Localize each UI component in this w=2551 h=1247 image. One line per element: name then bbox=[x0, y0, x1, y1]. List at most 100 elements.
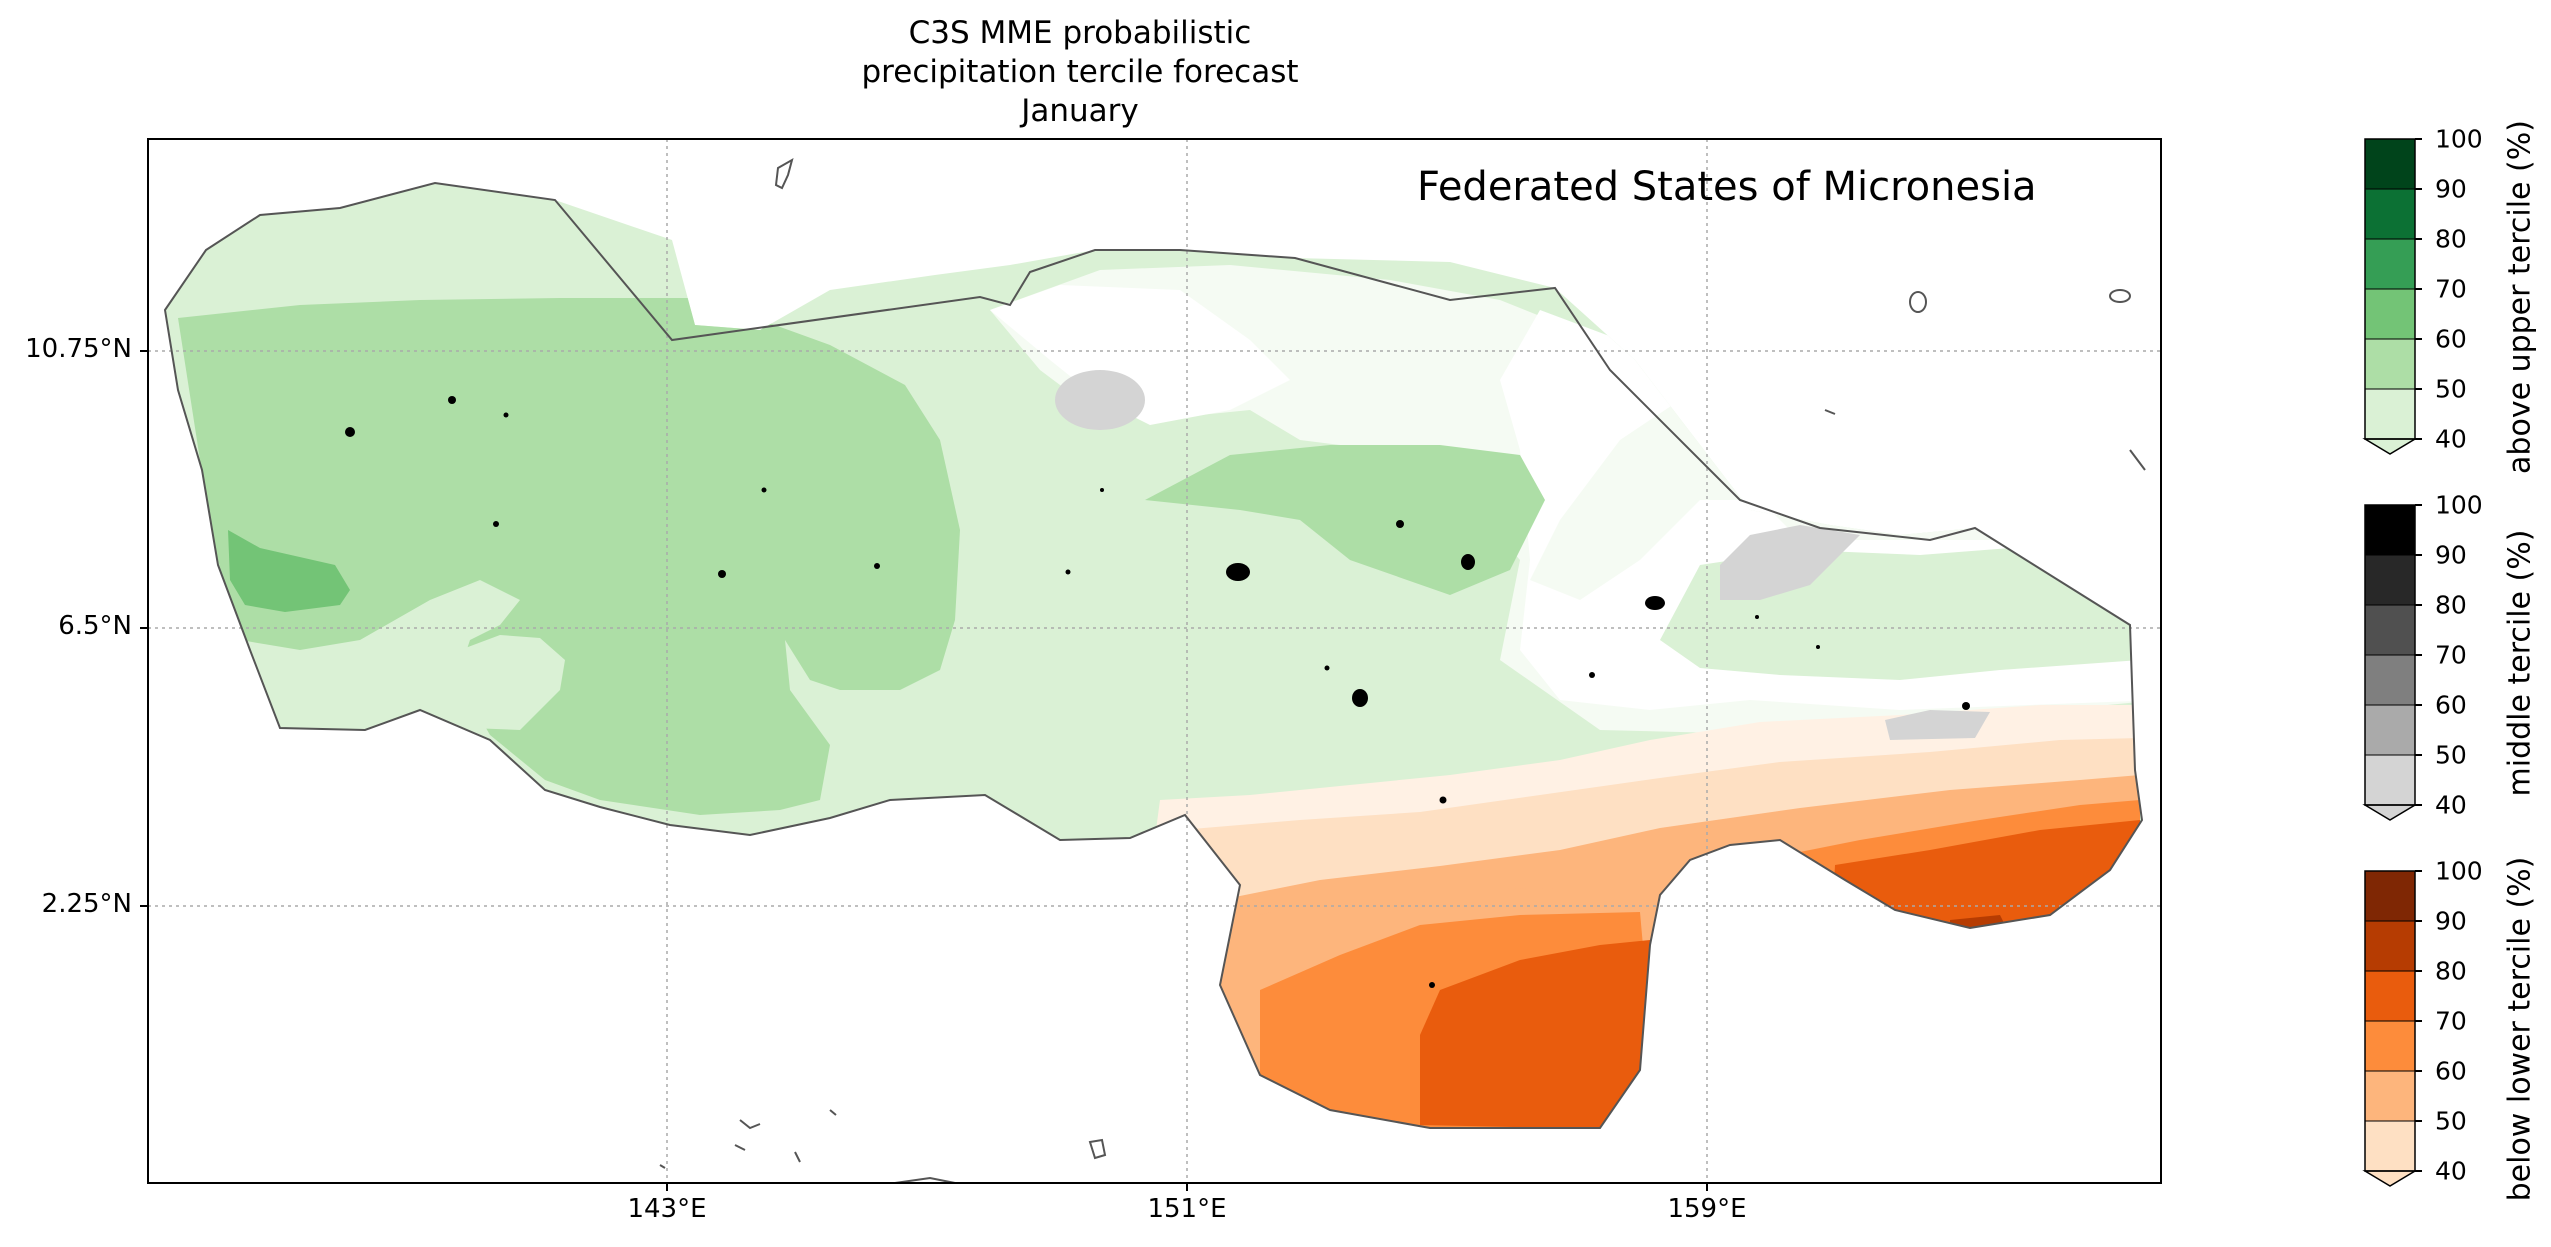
title-line-2: precipitation tercile forecast bbox=[861, 54, 1299, 90]
middle-40-50-patch-2 bbox=[1720, 525, 1860, 600]
gridlines bbox=[148, 139, 2161, 1183]
colorbar-tick-label: 100 bbox=[2435, 124, 2483, 154]
colorbar-segment bbox=[2364, 754, 2416, 806]
island bbox=[1461, 554, 1475, 570]
island-outline bbox=[1824, 409, 1836, 415]
colorbar-segment bbox=[2364, 504, 2416, 556]
island-outline bbox=[1088, 1138, 1107, 1160]
colorbar-title: above upper tercile (%) bbox=[2502, 120, 2538, 474]
island-outline bbox=[1909, 291, 1927, 313]
island bbox=[1100, 488, 1104, 492]
colorbar-segment bbox=[2364, 604, 2416, 656]
above-40-50-patch bbox=[455, 635, 565, 730]
colorbar-tick-label: 50 bbox=[2435, 374, 2467, 404]
colorbar-tick-label: 90 bbox=[2435, 906, 2467, 936]
y-tick-label-2-25n: 2.25°N bbox=[41, 889, 132, 919]
colorbar-segment bbox=[2364, 388, 2416, 440]
colorbar-extend-arrow bbox=[2362, 1170, 2418, 1187]
above-50-60-area-center bbox=[1145, 445, 1545, 595]
colorbar-title: below lower tercile (%) bbox=[2502, 856, 2538, 1202]
map-frame bbox=[147, 138, 2162, 1184]
chart-title: C3S MME probabilistic precipitation terc… bbox=[0, 14, 2160, 131]
colorbar-tick-label: 80 bbox=[2435, 224, 2467, 254]
colorbar-segment bbox=[2364, 188, 2416, 240]
y-tick-label-6-5n: 6.5°N bbox=[58, 611, 132, 641]
white-area-north bbox=[990, 285, 1290, 425]
colorbar-tick-label: 60 bbox=[2435, 324, 2467, 354]
colorbar-segment bbox=[2364, 288, 2416, 340]
island-outline bbox=[774, 157, 794, 190]
colorbar-segment bbox=[2364, 1120, 2416, 1172]
colorbar-segment bbox=[2364, 138, 2416, 190]
colorbar-segment bbox=[2364, 554, 2416, 606]
middle-40-50-patch-3 bbox=[1885, 710, 1990, 740]
colorbar-tick-label: 40 bbox=[2435, 790, 2467, 820]
x-tick-label-151e: 151°E bbox=[1147, 1194, 1227, 1224]
outside-islands bbox=[659, 157, 2146, 1184]
x-tick-label-159e: 159°E bbox=[1667, 1194, 1747, 1224]
colorbar-extend-arrow bbox=[2362, 438, 2418, 455]
island bbox=[874, 563, 880, 569]
colorbar-tick-label: 90 bbox=[2435, 174, 2467, 204]
colorbar-segment bbox=[2364, 920, 2416, 972]
island bbox=[1645, 596, 1665, 610]
colorbar-tick-label: 40 bbox=[2435, 1156, 2467, 1186]
colorbar-tick-label: 40 bbox=[2435, 424, 2467, 454]
island-outline bbox=[894, 1176, 956, 1184]
island bbox=[1226, 563, 1250, 581]
region-label: Federated States of Micronesia bbox=[1417, 164, 2037, 210]
island bbox=[1324, 665, 1330, 671]
island bbox=[1439, 796, 1447, 804]
island bbox=[503, 412, 509, 418]
island bbox=[1352, 689, 1368, 707]
colorbar-segment bbox=[2364, 870, 2416, 922]
colorbar-tick-label: 70 bbox=[2435, 640, 2467, 670]
colorbar-tick-label: 70 bbox=[2435, 274, 2467, 304]
island bbox=[1962, 702, 1970, 710]
x-tick-label-143e: 143°E bbox=[627, 1194, 707, 1224]
colorbar-segment bbox=[2364, 970, 2416, 1022]
island bbox=[1429, 982, 1435, 988]
above-60-70-area bbox=[228, 530, 350, 612]
colorbar-tick-label: 60 bbox=[2435, 690, 2467, 720]
island-outline bbox=[2129, 449, 2146, 471]
title-line-1: C3S MME probabilistic bbox=[908, 15, 1252, 51]
island bbox=[1589, 672, 1595, 678]
island bbox=[448, 396, 456, 404]
below-70-80-area-south bbox=[1420, 940, 1660, 1128]
colorbar-tick-label: 60 bbox=[2435, 1056, 2467, 1086]
island bbox=[1816, 645, 1820, 649]
island bbox=[1065, 569, 1071, 575]
middle-40-50-patch-1 bbox=[1055, 370, 1145, 430]
title-line-3: January bbox=[1021, 93, 1139, 129]
above-50-60-area bbox=[178, 298, 960, 815]
colorbars bbox=[2362, 138, 2422, 1187]
colorbar-tick-label: 100 bbox=[2435, 856, 2483, 886]
colorbar-tick-label: 80 bbox=[2435, 590, 2467, 620]
colorbar-title: middle tercile (%) bbox=[2502, 529, 2538, 797]
colorbar-segment bbox=[2364, 1070, 2416, 1122]
colorbar-segment bbox=[2364, 704, 2416, 756]
axis-ticks bbox=[140, 350, 1708, 1191]
island bbox=[1396, 520, 1404, 528]
colorbar-segment bbox=[2364, 654, 2416, 706]
colorbar-tick-label: 70 bbox=[2435, 1006, 2467, 1036]
colorbar-tick-label: 50 bbox=[2435, 1106, 2467, 1136]
region-boundary bbox=[163, 181, 2144, 1129]
island bbox=[345, 427, 355, 437]
colorbar-tick-label: 90 bbox=[2435, 540, 2467, 570]
island bbox=[761, 487, 767, 493]
island bbox=[1755, 615, 1759, 619]
colorbar-segment bbox=[2364, 338, 2416, 390]
island bbox=[493, 521, 499, 527]
islands bbox=[345, 396, 1970, 988]
colorbar-tick-label: 50 bbox=[2435, 740, 2467, 770]
island-outline bbox=[659, 1109, 837, 1169]
y-tick-label-10-75n: 10.75°N bbox=[25, 334, 132, 364]
colorbar-extend-arrow bbox=[2362, 804, 2418, 821]
colorbar-segment bbox=[2364, 238, 2416, 290]
island-outline bbox=[2109, 289, 2131, 303]
colorbar-tick-label: 80 bbox=[2435, 956, 2467, 986]
colorbar-segment bbox=[2364, 1020, 2416, 1072]
